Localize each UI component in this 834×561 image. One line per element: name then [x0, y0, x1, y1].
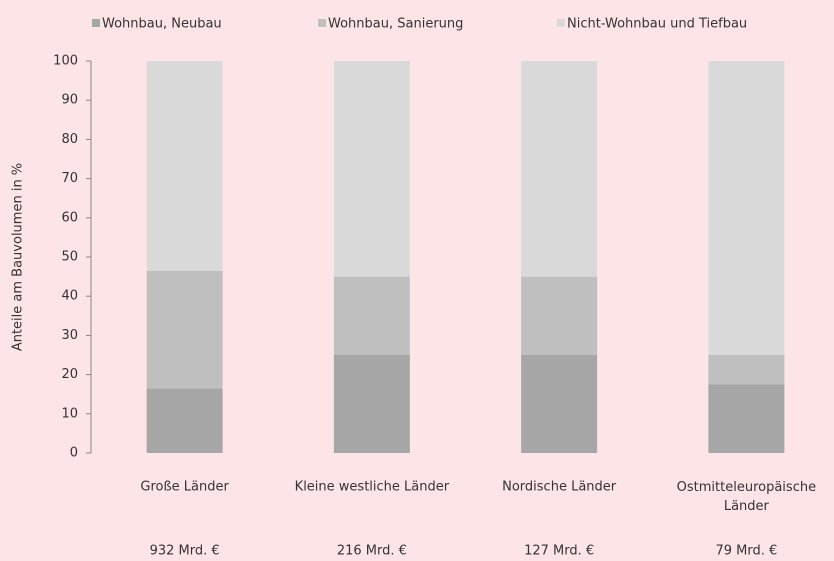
legend-swatch	[557, 19, 565, 27]
bar-segment	[146, 270, 223, 389]
bar-segment	[333, 355, 410, 453]
y-tick-label: 50	[61, 250, 78, 265]
x-tick-label: Große Länder	[140, 480, 229, 495]
bar-segment	[333, 276, 410, 355]
bar-segment	[521, 276, 598, 355]
bar-segment	[146, 388, 223, 453]
total-label: 216 Mrd. €	[337, 544, 407, 559]
bar-segment	[708, 355, 785, 385]
x-tick-label: Ostmitteleuropäische Länder	[677, 480, 816, 514]
y-tick-label: 100	[53, 54, 78, 69]
legend-label: Nicht-Wohnbau und Tiefbau	[567, 17, 747, 32]
bar-segment	[708, 384, 785, 453]
y-tick-label: 20	[61, 367, 78, 382]
bar-segment	[146, 61, 223, 271]
y-tick-label: 40	[61, 289, 78, 304]
y-tick-label: 80	[61, 132, 78, 147]
x-tick-label: Kleine westliche Länder	[295, 480, 450, 495]
total-label: 932 Mrd. €	[150, 544, 220, 559]
bar-segment	[521, 355, 598, 453]
bar-segment	[708, 61, 785, 355]
y-axis-label: Anteile am Bauvolumen in %	[11, 163, 26, 351]
legend-swatch	[318, 19, 326, 27]
legend-label: Wohnbau, Neubau	[102, 17, 222, 32]
bar-segment	[333, 61, 410, 277]
y-tick-label: 60	[61, 210, 78, 225]
legend-label: Wohnbau, Sanierung	[328, 17, 463, 32]
legend-swatch	[92, 19, 100, 27]
total-label: 79 Mrd. €	[715, 544, 777, 559]
total-label: 127 Mrd. €	[524, 544, 594, 559]
y-tick-label: 0	[70, 446, 78, 461]
bar-segment	[521, 61, 598, 277]
y-tick-label: 30	[61, 328, 78, 343]
y-tick-label: 70	[61, 171, 78, 186]
y-tick-label: 90	[61, 93, 78, 108]
x-tick-label: Nordische Länder	[502, 480, 617, 495]
y-tick-label: 10	[61, 406, 78, 421]
